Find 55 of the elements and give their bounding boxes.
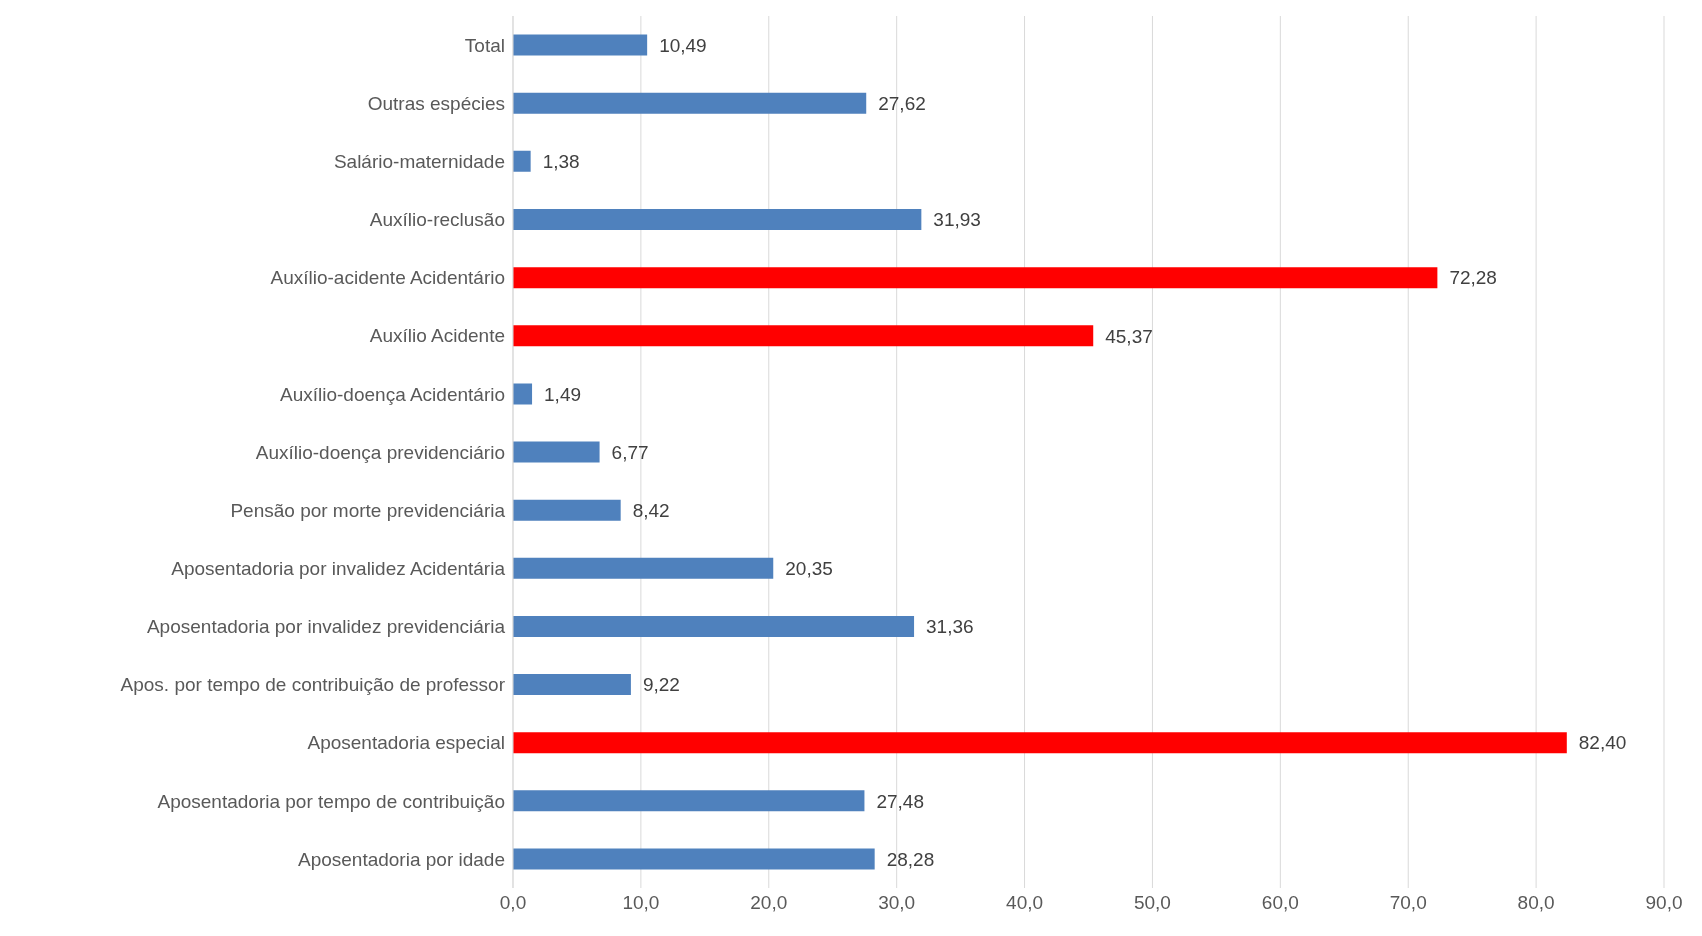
bar <box>513 557 774 579</box>
y-tick-label: Salário-maternidade <box>333 151 505 173</box>
y-tick-label: Aposentadoria por idade <box>297 848 505 870</box>
x-tick-label: 70,0 <box>1389 892 1427 914</box>
data-label: 10,49 <box>659 34 707 56</box>
x-tick-label: 80,0 <box>1517 892 1555 914</box>
y-tick-label: Auxílio Acidente <box>369 325 505 347</box>
y-tick-label: Auxílio-reclusão <box>369 209 505 231</box>
x-tick-label: 60,0 <box>1261 892 1299 914</box>
data-label: 72,28 <box>1449 267 1497 289</box>
bar <box>513 441 600 463</box>
bar <box>513 325 1094 347</box>
y-tick-label: Aposentadoria especial <box>307 732 505 754</box>
data-label: 27,48 <box>876 790 924 812</box>
y-tick-label: Auxílio-acidente Acidentário <box>270 267 505 289</box>
data-label: 45,37 <box>1105 325 1153 347</box>
y-tick-label: Outras espécies <box>367 92 505 114</box>
x-tick-label: 90,0 <box>1645 892 1683 914</box>
bar <box>513 209 922 230</box>
data-label: 27,62 <box>878 92 926 114</box>
data-label: 82,40 <box>1578 732 1627 754</box>
y-tick-label: Auxílio-doença Acidentário <box>280 383 505 405</box>
y-tick-label: Aposentadoria por invalidez Acidentária <box>171 558 506 580</box>
y-tick-label: Apos. por tempo de contribuição de professor <box>120 674 506 696</box>
x-tick-label: 0,0 <box>499 892 527 914</box>
x-tick-label: 30,0 <box>878 892 916 914</box>
bar <box>513 790 865 812</box>
bar <box>513 383 533 405</box>
bar <box>513 34 648 56</box>
bar <box>513 732 1567 754</box>
y-tick-label: Aposentadoria por invalidez previdenciária <box>146 616 506 638</box>
data-label: 1,38 <box>542 151 580 173</box>
bar <box>513 674 631 696</box>
y-tick-label: Aposentadoria por tempo de contribuição <box>157 790 505 812</box>
bar <box>513 92 867 114</box>
y-tick-label: Auxílio-doença previdenciário <box>255 441 505 463</box>
data-label: 8,42 <box>632 499 670 521</box>
data-label: 6,77 <box>611 441 649 463</box>
bar <box>513 267 1438 289</box>
data-label: 31,93 <box>933 209 981 231</box>
y-tick-label: Total <box>464 34 505 56</box>
bar <box>513 150 531 172</box>
data-label: 31,36 <box>926 616 974 638</box>
x-tick-label: 50,0 <box>1133 892 1171 914</box>
data-label: 9,22 <box>642 674 680 696</box>
data-label: 28,28 <box>886 848 935 870</box>
bar <box>513 615 915 637</box>
y-tick-label: Pensão por morte previdenciária <box>230 499 506 521</box>
x-tick-label: 40,0 <box>1006 892 1044 914</box>
x-tick-label: 10,0 <box>622 892 660 914</box>
x-tick-label: 20,0 <box>750 892 788 914</box>
bar <box>513 499 621 521</box>
data-label: 1,49 <box>544 383 582 405</box>
data-label: 20,35 <box>785 558 833 580</box>
bar <box>513 848 875 870</box>
